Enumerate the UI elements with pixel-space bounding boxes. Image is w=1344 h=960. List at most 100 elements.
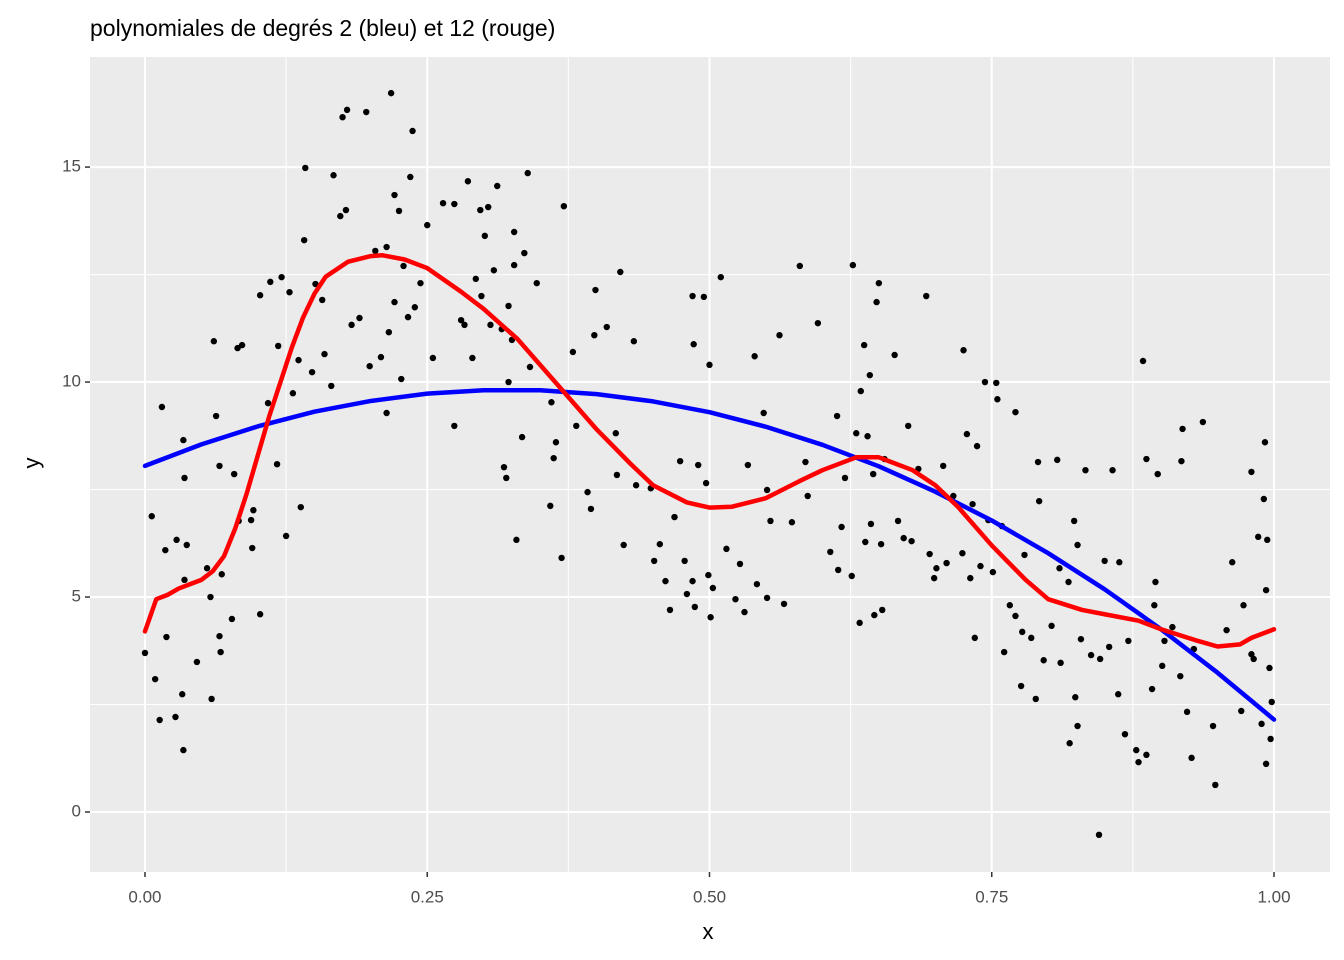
point bbox=[744, 461, 752, 469]
point bbox=[1248, 468, 1255, 476]
point bbox=[923, 292, 930, 300]
point bbox=[741, 608, 748, 616]
point bbox=[216, 632, 223, 640]
point bbox=[387, 89, 395, 97]
point bbox=[1012, 612, 1019, 620]
point bbox=[1057, 659, 1064, 667]
point bbox=[879, 606, 886, 614]
point bbox=[247, 516, 255, 524]
point bbox=[181, 474, 188, 482]
point bbox=[873, 298, 880, 306]
point bbox=[328, 382, 335, 390]
point bbox=[218, 571, 225, 578]
point bbox=[1212, 781, 1219, 789]
point bbox=[1040, 657, 1047, 664]
point bbox=[513, 536, 520, 544]
point bbox=[1143, 751, 1150, 759]
point bbox=[841, 474, 849, 482]
point bbox=[163, 633, 170, 641]
point bbox=[736, 560, 744, 568]
point bbox=[510, 261, 518, 269]
point bbox=[788, 519, 796, 526]
point bbox=[383, 243, 390, 251]
point bbox=[505, 302, 512, 310]
point bbox=[391, 298, 398, 306]
point bbox=[302, 164, 309, 172]
point bbox=[1262, 586, 1270, 594]
point bbox=[180, 436, 187, 444]
point bbox=[732, 595, 739, 603]
point bbox=[848, 572, 855, 580]
point bbox=[207, 593, 214, 601]
point bbox=[689, 292, 696, 300]
point bbox=[411, 304, 419, 311]
point bbox=[827, 548, 834, 556]
point bbox=[864, 433, 871, 440]
point bbox=[573, 422, 580, 430]
point bbox=[666, 606, 674, 614]
point bbox=[993, 379, 1000, 387]
x-tick-label: 0.00 bbox=[128, 887, 161, 906]
point bbox=[857, 387, 864, 395]
point bbox=[348, 321, 355, 329]
point bbox=[1267, 735, 1274, 743]
point bbox=[377, 353, 385, 361]
point bbox=[763, 594, 771, 602]
point bbox=[472, 275, 479, 283]
point bbox=[1148, 685, 1156, 693]
point bbox=[193, 658, 201, 666]
point bbox=[989, 568, 997, 576]
point bbox=[469, 354, 476, 362]
point bbox=[297, 503, 304, 511]
point bbox=[838, 523, 845, 531]
point bbox=[409, 127, 416, 135]
point bbox=[1056, 565, 1063, 572]
point bbox=[451, 200, 458, 208]
point bbox=[1161, 637, 1168, 645]
point bbox=[424, 221, 431, 229]
point bbox=[312, 280, 319, 288]
point bbox=[560, 202, 568, 210]
point bbox=[1087, 651, 1095, 659]
point bbox=[866, 371, 874, 379]
point bbox=[395, 207, 403, 215]
point bbox=[877, 540, 885, 548]
point bbox=[1133, 746, 1140, 754]
point bbox=[960, 347, 967, 354]
point bbox=[1183, 708, 1191, 716]
point bbox=[505, 378, 512, 386]
point bbox=[417, 279, 424, 287]
point bbox=[691, 603, 699, 611]
point bbox=[216, 462, 223, 470]
point bbox=[591, 331, 598, 339]
point bbox=[151, 675, 159, 683]
point bbox=[1065, 578, 1072, 586]
point bbox=[613, 471, 621, 479]
point bbox=[208, 695, 215, 703]
point bbox=[1229, 559, 1236, 566]
point bbox=[319, 296, 326, 304]
y-tick-label: 10 bbox=[62, 372, 81, 391]
point bbox=[1240, 602, 1247, 609]
point bbox=[451, 422, 458, 430]
point bbox=[183, 541, 190, 549]
point bbox=[510, 228, 518, 236]
point bbox=[487, 321, 494, 329]
point bbox=[612, 430, 619, 437]
point bbox=[391, 191, 398, 199]
point bbox=[485, 203, 492, 211]
point bbox=[723, 545, 730, 553]
point bbox=[630, 338, 638, 345]
point bbox=[959, 549, 966, 557]
point bbox=[705, 571, 712, 579]
point bbox=[1154, 470, 1161, 478]
point bbox=[763, 486, 771, 494]
point bbox=[1105, 643, 1113, 651]
point bbox=[1072, 694, 1079, 701]
point bbox=[286, 288, 293, 296]
point bbox=[900, 534, 907, 542]
point bbox=[1017, 682, 1025, 690]
point bbox=[1054, 456, 1061, 464]
